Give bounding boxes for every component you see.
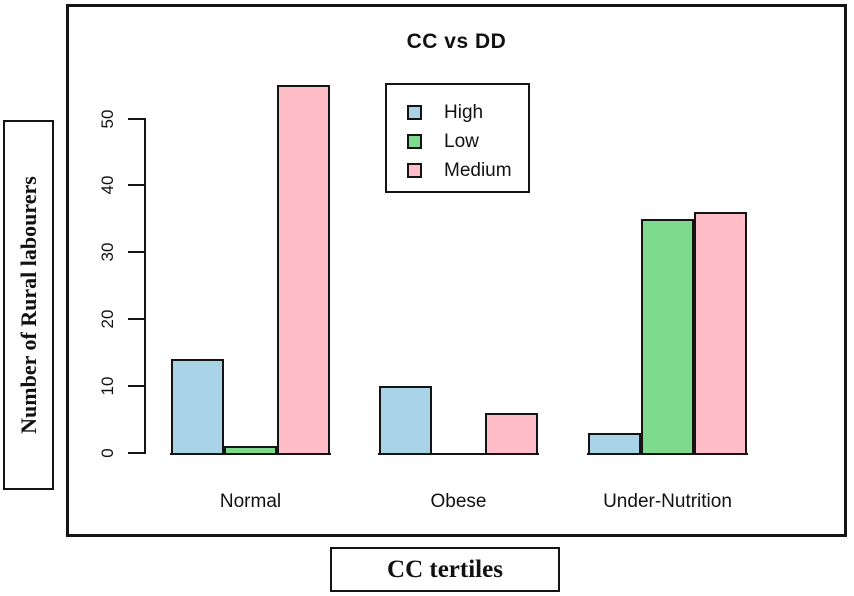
bar-medium-normal: [277, 85, 330, 453]
x-axis-label-box: CC tertiles: [330, 547, 560, 592]
y-axis-tick: [128, 117, 146, 120]
legend-swatch-medium: [407, 163, 422, 178]
legend-label-high: High: [444, 101, 484, 123]
y-tick-label: 0: [98, 448, 117, 458]
x-baseline-segment: [378, 453, 539, 455]
category-label-obese: Obese: [430, 491, 487, 512]
legend: High Low Medium: [385, 83, 530, 193]
bar-low-under-nutrition: [641, 218, 694, 453]
legend-label-medium: Medium: [444, 159, 512, 181]
bar-medium-under-nutrition: [694, 212, 747, 453]
y-axis-line: [144, 117, 146, 454]
legend-swatch-high: [407, 105, 422, 120]
y-tick-label: 20: [98, 309, 117, 329]
y-tick-label: 40: [98, 175, 117, 195]
y-axis-label: Number of Rural labourers: [15, 176, 41, 434]
legend-row-low: Low: [407, 127, 528, 156]
bar-low-normal: [224, 446, 277, 453]
category-label-under-nutrition: Under-Nutrition: [603, 491, 732, 512]
y-tick-label: 10: [98, 376, 117, 396]
x-axis-label: CC tertiles: [387, 555, 503, 583]
y-axis-tick: [128, 385, 146, 388]
category-label-normal: Normal: [219, 491, 282, 512]
legend-row-high: High: [407, 98, 528, 127]
y-tick-label: 50: [98, 109, 117, 128]
y-axis-label-box: Number of Rural labourers: [3, 120, 54, 490]
y-axis-tick: [128, 452, 146, 454]
x-baseline-segment: [170, 453, 331, 455]
y-axis-tick: [128, 184, 146, 187]
bar-high-obese: [379, 386, 432, 453]
legend-row-medium: Medium: [407, 156, 528, 185]
y-tick-label: 30: [98, 242, 117, 262]
y-axis-tick: [128, 251, 146, 254]
legend-swatch-low: [407, 134, 422, 149]
y-axis-tick: [128, 318, 146, 321]
bar-medium-obese: [485, 412, 538, 453]
bar-high-under-nutrition: [588, 432, 641, 453]
bar-high-normal: [171, 359, 224, 453]
legend-label-low: Low: [444, 130, 479, 152]
chart-title: CC vs DD: [406, 30, 507, 53]
x-baseline-segment: [587, 453, 748, 455]
